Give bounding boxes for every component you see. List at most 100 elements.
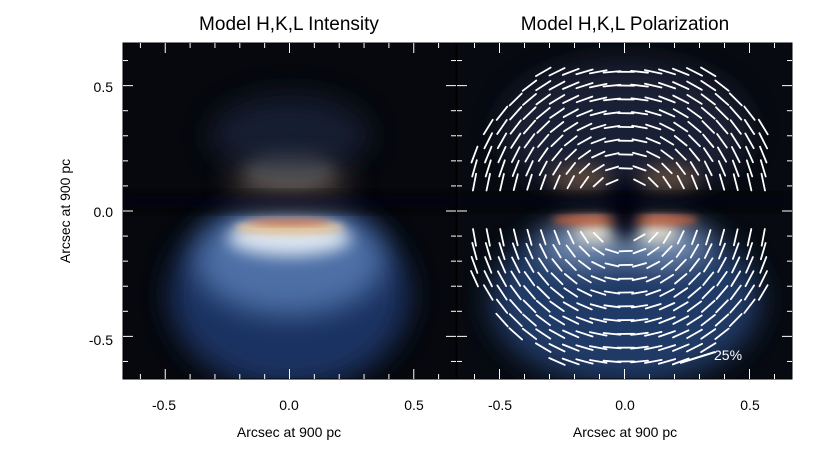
polarization-vector	[719, 228, 725, 246]
polarization-vector	[715, 106, 729, 121]
polarization-vector	[630, 359, 649, 364]
polarization-vector	[703, 257, 714, 273]
polarization-vector	[658, 95, 676, 104]
polarization-vector	[526, 228, 533, 246]
polarization-vector	[577, 136, 592, 146]
polarization-vector	[512, 228, 519, 247]
right-x-tick-label-zero: 0.0	[615, 397, 635, 413]
polarization-vector	[686, 107, 703, 119]
polarization-vector	[576, 122, 593, 132]
polarization-vector	[509, 106, 523, 121]
polarization-vector	[687, 286, 702, 299]
polarization-vector	[633, 233, 646, 242]
polarization-vector	[524, 256, 535, 273]
polarization-vector	[496, 284, 508, 301]
polarization-vector	[758, 270, 768, 288]
panel-right-title: Model H,K,L Polarization	[521, 14, 729, 35]
polarization-vector	[686, 342, 703, 353]
polarization-vector	[745, 145, 754, 164]
polarization-vector	[565, 161, 576, 175]
intensity-image	[123, 43, 456, 379]
polarization-vector	[658, 82, 676, 90]
polarization-vector	[760, 242, 767, 261]
polarization-vector	[576, 288, 593, 297]
polarization-vector	[645, 137, 661, 145]
polarization-vector	[535, 106, 551, 120]
polarization-vector	[496, 270, 508, 288]
polarization-vector	[495, 312, 509, 328]
polarization-vector	[661, 245, 673, 257]
polarization-vector	[672, 67, 690, 76]
polarization-vector	[589, 359, 608, 364]
polarization-vector	[758, 284, 769, 301]
polarization-vector	[702, 133, 715, 148]
polarization-vector	[714, 79, 730, 92]
polarization-vector	[540, 229, 547, 246]
polarization-vector	[686, 67, 703, 77]
polarization-vector	[522, 313, 537, 327]
polarization-vector	[484, 256, 493, 274]
polarization-vector	[580, 230, 589, 244]
polarization-vector	[561, 357, 580, 366]
polarization-vector	[658, 68, 676, 76]
polarization-vector	[548, 357, 566, 366]
polarization-vector	[630, 97, 649, 102]
polarization-vector	[549, 286, 565, 299]
polarization-vector	[757, 118, 769, 136]
polarization-vector	[535, 66, 552, 77]
polarization-vector	[537, 271, 550, 286]
polarization-vector	[603, 304, 621, 309]
polarization-vector	[589, 345, 608, 351]
polarization-vector	[674, 272, 688, 285]
polarization-vector	[646, 260, 661, 270]
polarization-vector	[564, 148, 577, 161]
polarization-vector	[659, 288, 675, 297]
polarization-vector	[590, 137, 606, 145]
polarization-vector	[659, 273, 675, 284]
polarization-vector	[672, 301, 689, 312]
polarization-vectors	[470, 66, 769, 366]
polarization-vector	[576, 109, 593, 118]
polarization-vector	[686, 300, 703, 313]
polarization-vector	[672, 94, 690, 105]
polarization-vector	[703, 147, 714, 163]
polarization-vector	[745, 256, 754, 274]
polarization-vector	[591, 150, 606, 159]
polarization-vector	[482, 118, 494, 136]
polarization-vector	[549, 121, 565, 133]
polarization-vector	[548, 328, 566, 339]
polarization-vector	[537, 133, 550, 148]
polarization-vector	[537, 147, 549, 162]
polarization-vector	[700, 80, 717, 92]
polarization-vector	[658, 302, 676, 311]
polarization-vector	[731, 159, 740, 178]
polarization-vector	[483, 132, 494, 150]
y-tick-label-zero: 0.0	[94, 204, 114, 220]
polarization-vector	[550, 272, 564, 286]
polarization-vector	[701, 285, 715, 300]
polarization-vector	[579, 175, 590, 189]
polarization-vector	[673, 121, 689, 133]
left-x-tick-label-neg: -0.5	[152, 397, 176, 413]
left-x-tick-label-zero: 0.0	[279, 397, 299, 413]
polarization-vector	[535, 342, 552, 353]
polarization-vector	[732, 173, 739, 192]
polarization-vector	[701, 120, 715, 134]
polarization-vector	[603, 125, 621, 130]
polarization-vector	[548, 80, 566, 91]
polarization-vector	[591, 246, 605, 256]
polarization-vector	[522, 93, 537, 106]
polarization-vector	[497, 256, 507, 274]
polarization-vector	[603, 111, 621, 116]
polarization-vector	[548, 342, 566, 353]
polarization-vector	[551, 147, 563, 162]
polarization-vector	[603, 290, 621, 295]
polarization-vector	[575, 316, 594, 324]
right-x-tick-label-neg: -0.5	[488, 397, 512, 413]
polarization-vector	[548, 94, 566, 105]
polarization-vector	[659, 122, 675, 132]
polarization-vector	[470, 270, 479, 288]
polarization-vector	[662, 175, 672, 189]
polarization-vector	[521, 327, 538, 341]
